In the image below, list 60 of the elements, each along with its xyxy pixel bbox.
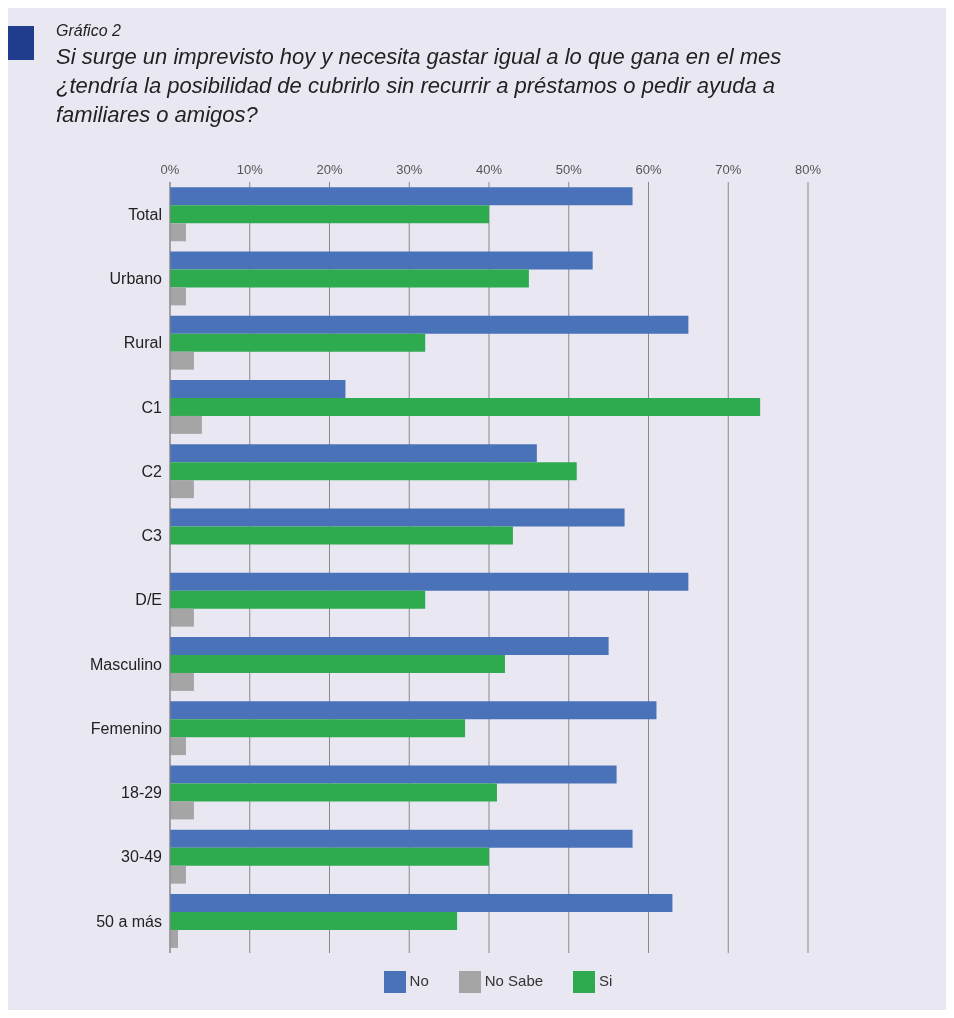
- x-tick-label: 30%: [396, 162, 423, 177]
- bar: [170, 783, 497, 802]
- bar: [170, 508, 625, 527]
- bar: [170, 269, 529, 288]
- bar: [170, 315, 689, 334]
- y-tick-label: C2: [141, 462, 163, 480]
- bar: [170, 415, 202, 434]
- bar: [170, 801, 194, 820]
- bar: [170, 462, 577, 481]
- bar: [170, 187, 633, 206]
- bar: [170, 672, 194, 691]
- x-tick-label: 10%: [236, 162, 264, 177]
- y-tick-label: Urbano: [109, 270, 163, 288]
- bar: [170, 251, 593, 270]
- x-tick-label: 70%: [715, 162, 742, 177]
- x-tick-label: 40%: [475, 162, 503, 177]
- y-tick-label: D/E: [135, 591, 162, 609]
- bar: [170, 829, 633, 848]
- legend-label: No Sabe: [484, 972, 544, 990]
- bar: [170, 765, 617, 784]
- x-tick-label: 0%: [160, 162, 180, 177]
- y-tick-label: 18-29: [121, 784, 163, 802]
- chart-title: Gráfico 2: [56, 22, 122, 40]
- bar: [170, 911, 458, 930]
- x-tick-label: 80%: [794, 162, 822, 177]
- bar: [170, 636, 609, 655]
- bar: [170, 444, 537, 463]
- bar: [170, 893, 673, 912]
- legend-label: No: [409, 972, 429, 990]
- bar: [170, 847, 489, 866]
- bar: [170, 865, 186, 884]
- chart-subtitle: Si surge un imprevisto hoy y necesita gastar igual a lo que gana en el mes ¿tendría la posibilidad de cubrirlo sin recurrir a préstamos o pedir ayuda a familiares o amigos?: [56, 43, 783, 129]
- bar: [170, 205, 489, 224]
- bar: [170, 480, 194, 499]
- bar: [170, 737, 186, 756]
- bar: [170, 379, 346, 398]
- bar: [170, 701, 657, 720]
- x-tick-label: 60%: [635, 162, 662, 177]
- bar: [170, 397, 761, 416]
- bar: [170, 351, 194, 370]
- legend-label: Si: [599, 972, 613, 990]
- bar: [170, 526, 513, 545]
- bar: [170, 590, 426, 609]
- bar: [170, 572, 689, 591]
- y-tick-label: Femenino: [90, 719, 163, 737]
- y-tick-label: Total: [128, 205, 162, 223]
- x-tick-label: 50%: [555, 162, 583, 177]
- bar: [170, 333, 426, 352]
- bar: [170, 223, 186, 242]
- bar: [170, 719, 466, 738]
- y-tick-label: 50 a más: [96, 912, 162, 930]
- bar: [170, 654, 505, 673]
- y-tick-label: Rural: [123, 334, 162, 352]
- y-tick-label: C3: [141, 527, 163, 545]
- y-tick-label: 30-49: [121, 848, 163, 866]
- x-tick-label: 20%: [316, 162, 343, 177]
- bar: [170, 608, 194, 627]
- y-tick-label: Masculino: [89, 655, 163, 673]
- bar: [170, 287, 186, 306]
- y-tick-label: C1: [141, 398, 163, 416]
